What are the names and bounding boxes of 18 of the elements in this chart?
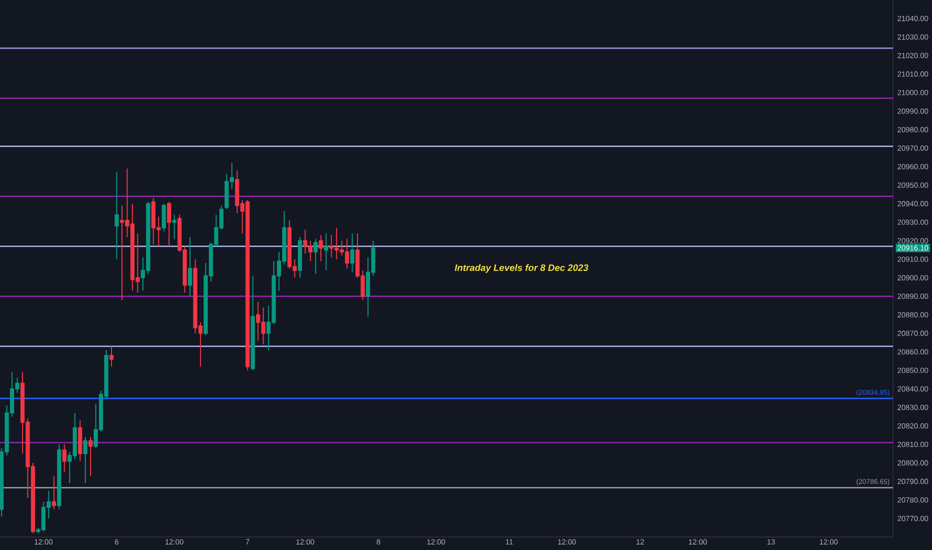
- candlestick: [62, 444, 66, 473]
- candlestick: [318, 234, 323, 262]
- candlestick: [188, 236, 192, 297]
- candlestick: [172, 214, 176, 240]
- candlestick: [298, 236, 302, 278]
- candlestick: [83, 436, 88, 484]
- candlestick: [109, 346, 114, 368]
- candlestick: [114, 172, 119, 260]
- candlestick: [324, 232, 328, 271]
- candlestick: [250, 275, 255, 371]
- candlestick: [162, 203, 166, 232]
- candlestick: [350, 232, 354, 273]
- candlestick: [78, 420, 82, 462]
- annotation: Intraday Levels for 8 Dec 2023: [454, 264, 588, 273]
- candlestick: [167, 201, 172, 247]
- candlestick: [88, 436, 93, 476]
- candlestick: [52, 475, 56, 510]
- candlestick: [314, 238, 318, 275]
